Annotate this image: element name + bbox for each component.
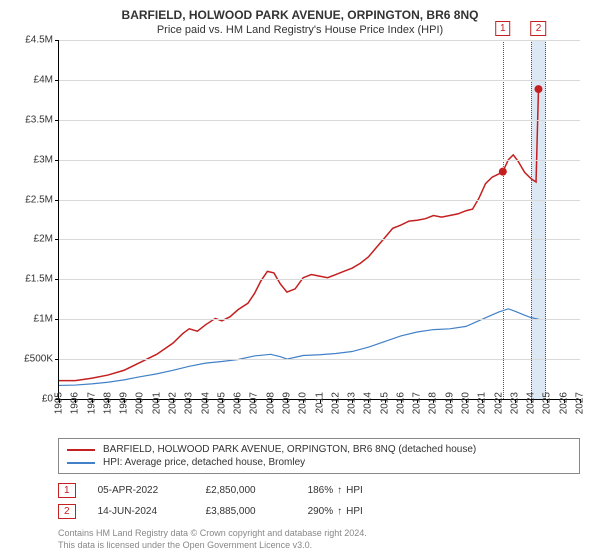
y-tick-mark [55, 239, 59, 240]
x-tick-label: 2001 [151, 392, 162, 414]
legend-item: BARFIELD, HOLWOOD PARK AVENUE, ORPINGTON… [67, 443, 571, 456]
x-tick-label: 2017 [412, 392, 423, 414]
sale-index-box: 2 [58, 504, 76, 519]
event-marker-label: 1 [495, 21, 511, 36]
sale-price: £2,850,000 [206, 485, 286, 496]
arrow-up-icon: ↑ [337, 485, 342, 496]
legend-swatch [67, 462, 95, 464]
y-tick-mark [55, 80, 59, 81]
chart-container: BARFIELD, HOLWOOD PARK AVENUE, ORPINGTON… [0, 0, 600, 560]
x-tick-label: 2002 [167, 392, 178, 414]
legend-label: HPI: Average price, detached house, Brom… [103, 457, 305, 468]
sale-row: 1 05-APR-2022 £2,850,000 186%↑ HPI [58, 480, 580, 501]
legend-label: BARFIELD, HOLWOOD PARK AVENUE, ORPINGTON… [103, 444, 476, 455]
x-tick-label: 2005 [216, 392, 227, 414]
chart-svg [59, 40, 580, 399]
x-tick-label: 2016 [395, 392, 406, 414]
y-tick-mark [55, 359, 59, 360]
x-tick-label: 2000 [135, 392, 146, 414]
series-line-property [59, 89, 538, 381]
gridline [59, 239, 580, 240]
x-tick-label: 2008 [265, 392, 276, 414]
y-tick-label: £1.5M [25, 274, 59, 285]
sale-hpi: 186%↑ HPI [308, 485, 363, 496]
x-tick-label: 2011 [314, 392, 325, 414]
x-tick-label: 2015 [379, 392, 390, 414]
gridline [59, 40, 580, 41]
sales-table: 1 05-APR-2022 £2,850,000 186%↑ HPI 2 14-JUN-20… [58, 480, 580, 522]
x-tick-label: 2009 [281, 392, 292, 414]
x-tick-label: 1995 [54, 392, 65, 414]
gridline [59, 279, 580, 280]
gridline [59, 80, 580, 81]
sale-date: 05-APR-2022 [98, 485, 184, 496]
x-tick-label: 1999 [119, 392, 130, 414]
y-tick-label: £500K [24, 354, 59, 365]
legend: BARFIELD, HOLWOOD PARK AVENUE, ORPINGTON… [58, 438, 580, 474]
x-tick-label: 1997 [86, 392, 97, 414]
sale-hpi: 290%↑ HPI [308, 506, 363, 517]
y-tick-mark [55, 279, 59, 280]
y-tick-label: £2.5M [25, 194, 59, 205]
x-tick-label: 2010 [298, 392, 309, 414]
footer: Contains HM Land Registry data © Crown c… [58, 528, 586, 551]
arrow-up-icon: ↑ [337, 506, 342, 517]
x-tick-label: 2013 [347, 392, 358, 414]
x-tick-label: 2021 [477, 392, 488, 414]
sale-row: 2 14-JUN-2024 £3,885,000 290%↑ HPI [58, 501, 580, 522]
y-tick-mark [55, 160, 59, 161]
legend-swatch [67, 449, 95, 451]
gridline [59, 319, 580, 320]
legend-item: HPI: Average price, detached house, Brom… [67, 456, 571, 469]
sale-date: 14-JUN-2024 [98, 506, 184, 517]
y-tick-label: £4.5M [25, 35, 59, 46]
y-tick-mark [55, 200, 59, 201]
x-tick-label: 2006 [233, 392, 244, 414]
sale-hpi-pct: 290% [308, 506, 334, 517]
event-marker-label: 2 [531, 21, 547, 36]
x-tick-label: 2020 [461, 392, 472, 414]
event-marker-dot [534, 85, 542, 93]
gridline [59, 160, 580, 161]
x-tick-label: 2014 [363, 392, 374, 414]
chart-title: BARFIELD, HOLWOOD PARK AVENUE, ORPINGTON… [14, 8, 586, 22]
sale-price: £3,885,000 [206, 506, 286, 517]
gridline [59, 359, 580, 360]
y-tick-label: £3.5M [25, 114, 59, 125]
footer-line-2: This data is licensed under the Open Gov… [58, 540, 586, 552]
x-tick-label: 2026 [558, 392, 569, 414]
x-tick-label: 2027 [575, 392, 586, 414]
x-tick-label: 1998 [102, 392, 113, 414]
event-marker-dot [499, 168, 507, 176]
gridline [59, 200, 580, 201]
x-tick-label: 2004 [200, 392, 211, 414]
series-line-hpi [59, 309, 538, 386]
x-tick-label: 2007 [249, 392, 260, 414]
x-tick-label: 2024 [526, 392, 537, 414]
y-tick-mark [55, 40, 59, 41]
x-tick-label: 1996 [70, 392, 81, 414]
gridline [59, 120, 580, 121]
x-tick-label: 2025 [542, 392, 553, 414]
sale-hpi-pct: 186% [308, 485, 334, 496]
plot-inner: £0£500K£1M£1.5M£2M£2.5M£3M£3.5M£4M£4.5M1… [58, 40, 580, 400]
x-tick-label: 2018 [428, 392, 439, 414]
x-tick-label: 2023 [509, 392, 520, 414]
x-tick-label: 2019 [444, 392, 455, 414]
sale-hpi-label: HPI [346, 485, 363, 496]
x-tick-label: 2022 [493, 392, 504, 414]
sale-hpi-label: HPI [346, 506, 363, 517]
footer-line-1: Contains HM Land Registry data © Crown c… [58, 528, 586, 540]
y-tick-mark [55, 120, 59, 121]
x-tick-label: 2012 [330, 392, 341, 414]
plot-area: £0£500K£1M£1.5M£2M£2.5M£3M£3.5M£4M£4.5M1… [58, 40, 580, 400]
sale-index-box: 1 [58, 483, 76, 498]
x-tick-label: 2003 [184, 392, 195, 414]
y-tick-mark [55, 319, 59, 320]
